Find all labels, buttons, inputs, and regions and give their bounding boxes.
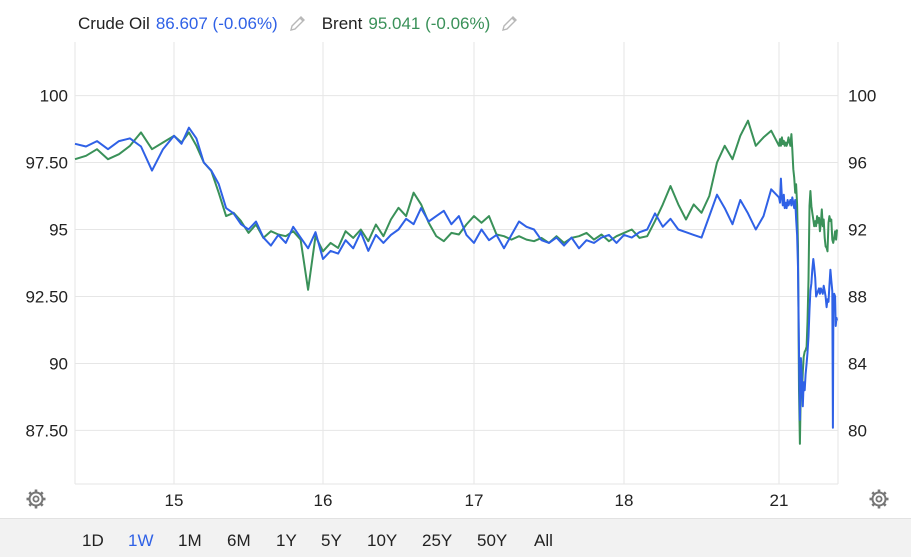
y-tick-label-left: 97.50 <box>25 154 68 173</box>
legend-crude-name: Crude Oil <box>78 14 150 33</box>
range-button-5y[interactable]: 5Y <box>321 531 342 550</box>
range-button-50y[interactable]: 50Y <box>477 531 508 550</box>
y-tick-label-right: 80 <box>848 421 867 440</box>
legend: Crude Oil 86.607 (-0.06%) Brent 95.041 (… <box>78 12 534 36</box>
x-tick-label: 21 <box>770 491 789 510</box>
series-lines <box>74 119 838 445</box>
y-tick-label-right: 84 <box>848 354 867 373</box>
chart-area: 100 100 97.50 96 95 92 92.50 88 90 84 87.50 80 15 16 1… <box>25 42 876 510</box>
y-tick-label-left: 100 <box>40 87 68 106</box>
legend-brent-value: 95.041 (-0.06%) <box>368 14 491 33</box>
gear-icon[interactable] <box>25 488 47 510</box>
legend-crude-value: 86.607 (-0.06%) <box>155 14 278 33</box>
crude-oil-series-line <box>74 126 838 429</box>
legend-brent-name: Brent <box>321 14 363 33</box>
x-tick-label: 15 <box>165 491 184 510</box>
y-tick-label-right: 92 <box>848 221 867 240</box>
range-selector: 1D 1W 1M 6M 1Y 5Y 10Y 25Y 50Y All <box>0 518 911 557</box>
range-button-1m[interactable]: 1M <box>178 531 202 550</box>
range-button-1y[interactable]: 1Y <box>276 531 297 550</box>
gear-icon[interactable] <box>868 488 890 510</box>
y-tick-label-right: 96 <box>848 154 867 173</box>
y-tick-label-left: 92.50 <box>25 287 68 306</box>
pencil-icon[interactable] <box>500 14 520 34</box>
y-tick-label-right: 100 <box>848 87 876 106</box>
range-button-all[interactable]: All <box>534 531 553 550</box>
y-tick-label-left: 95 <box>49 221 68 240</box>
x-tick-label: 18 <box>615 491 634 510</box>
pencil-icon[interactable] <box>288 14 308 34</box>
range-button-1w[interactable]: 1W <box>128 531 154 550</box>
x-tick-label: 17 <box>465 491 484 510</box>
axis-ticks: 100 100 97.50 96 95 92 92.50 88 90 84 87.50 80 15 16 1… <box>25 87 876 510</box>
gridlines <box>74 42 839 485</box>
range-button-1d[interactable]: 1D <box>82 531 104 550</box>
y-tick-label-left: 90 <box>49 354 68 373</box>
y-tick-label-left: 87.50 <box>25 421 68 440</box>
range-button-10y[interactable]: 10Y <box>367 531 398 550</box>
range-button-25y[interactable]: 25Y <box>422 531 453 550</box>
y-tick-label-right: 88 <box>848 287 867 306</box>
range-button-6m[interactable]: 6M <box>227 531 251 550</box>
x-tick-label: 16 <box>314 491 333 510</box>
brent-series-line <box>74 119 838 445</box>
